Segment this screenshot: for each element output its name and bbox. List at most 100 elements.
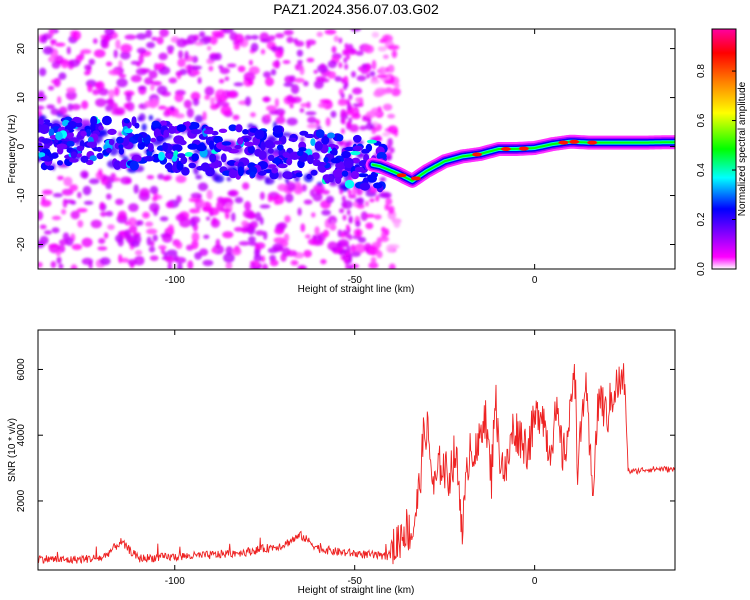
spectrogram-cell: [188, 121, 199, 131]
spectrogram-cell: [367, 174, 378, 183]
spectrogram-x-tick-label: -50: [347, 275, 362, 286]
spectrogram-cell: [215, 89, 227, 99]
spectrogram-cell: [210, 97, 215, 106]
spectrogram-cell: [40, 156, 51, 162]
spectrogram-cell: [38, 142, 43, 152]
snr-x-tick-label: -100: [165, 576, 185, 587]
spectrogram-cell: [387, 137, 393, 148]
spectrogram-cell: [242, 129, 249, 135]
spectrogram-cell: [151, 36, 158, 41]
spectrogram-cell: [153, 128, 161, 138]
spectrogram-cell: [146, 175, 155, 180]
spectrogram-cell: [94, 81, 102, 89]
spectrogram-cell: [74, 117, 83, 124]
spectrogram-cell: [174, 92, 184, 103]
spectrogram-y-tick-label: -10: [16, 188, 27, 203]
spectrogram-cell: [234, 196, 244, 204]
spectrogram-cell: [184, 152, 194, 157]
spectrogram-cell: [190, 216, 201, 224]
spectrogram-cell: [385, 244, 395, 253]
spectrogram-cell: [118, 254, 123, 264]
spectrogram-cell: [218, 78, 225, 84]
spectrogram-cell: [146, 150, 153, 157]
spectrogram-cell: [187, 260, 194, 269]
spectrogram-cell: [350, 251, 361, 257]
spectrogram-cell: [290, 84, 300, 95]
spectrogram-y-ticks: -20 -10 0 10 20: [16, 43, 675, 252]
spectrogram-cell: [117, 210, 127, 221]
spectrogram-cell: [297, 150, 303, 157]
spectrogram-cell: [277, 163, 288, 169]
spectrogram-cell: [365, 222, 374, 230]
spectrogram-cell: [234, 144, 242, 150]
spectrogram-cell: [299, 130, 309, 136]
spectrogram-cell: [219, 67, 230, 75]
spectrogram-cell: [306, 57, 315, 63]
spectrogram-cell: [129, 160, 139, 171]
spectrogram-cell: [111, 109, 124, 116]
spectrogram-cell: [162, 142, 168, 152]
spectrogram-cell: [283, 82, 294, 87]
spectrogram-cell: [341, 77, 345, 84]
spectrogram-cell: [88, 178, 100, 185]
spectrogram-cell: [343, 141, 348, 147]
spectrogram-cell: [192, 98, 200, 106]
spectrogram-cell: [333, 35, 339, 42]
spectrogram-cell: [284, 193, 294, 203]
spectrogram-y-tick-label: 10: [16, 92, 27, 104]
spectrogram-cell: [43, 230, 52, 235]
spectrogram-cell: [137, 136, 143, 144]
spectrogram-cell: [260, 141, 266, 151]
spectrogram-cell: [360, 68, 368, 75]
spectrogram-cell: [284, 75, 294, 84]
spectrogram-cell: [356, 203, 365, 209]
colorbar-label: Normalized spectral amplitude: [737, 81, 748, 216]
spectrogram-cell: [355, 50, 364, 56]
spectrogram-cell: [77, 220, 84, 228]
spectrogram-cell: [250, 42, 259, 52]
spectrogram-cell: [118, 144, 124, 150]
spectrogram-cell: [136, 47, 147, 54]
spectrogram-cell: [387, 125, 398, 135]
spectrogram-cell: [81, 257, 94, 265]
spectrogram-cell: [314, 141, 323, 151]
spectrogram-cell: [166, 45, 175, 52]
spectrogram-cell: [284, 215, 291, 223]
spectrogram-cell: [205, 167, 215, 177]
spectrogram-cell: [72, 30, 81, 41]
spectrogram-cell: [257, 170, 267, 176]
spectrogram-cell: [393, 220, 401, 228]
snr-y-tick-label: 2000: [16, 489, 27, 512]
spectrogram-cell: [186, 34, 197, 45]
spectrogram-cell: [361, 148, 370, 154]
spectrogram-cell: [250, 34, 259, 40]
spectrogram-cell: [190, 129, 202, 135]
spectrogram-peak: [410, 176, 421, 181]
spectrogram-cell: [66, 140, 75, 147]
spectrogram-cell: [176, 38, 188, 48]
spectrogram-cell: [179, 140, 187, 146]
spectrogram-cell: [388, 205, 395, 215]
spectrogram-cell: [369, 71, 376, 77]
spectrogram-cell: [331, 221, 336, 230]
spectrogram-cell: [168, 77, 178, 84]
spectrogram-cell: [327, 71, 337, 79]
spectrogram-cell: [306, 42, 311, 49]
spectrogram-cell: [267, 195, 274, 202]
spectrogram-cell: [366, 73, 371, 79]
spectrogram-cell: [387, 64, 395, 73]
spectrogram-cell: [202, 111, 207, 121]
spectrogram-cell: [165, 255, 176, 263]
spectrogram-cell: [76, 133, 83, 140]
spectrogram-cell: [285, 181, 296, 192]
colorbar-tick-label: 0.0: [696, 262, 707, 276]
spectrogram-cell: [57, 160, 63, 166]
spectrogram-cell: [359, 182, 371, 191]
spectrogram-cell: [88, 58, 95, 66]
spectrogram-cell: [277, 222, 288, 230]
spectrogram-cell: [283, 29, 294, 36]
spectrogram-cell: [158, 245, 167, 250]
spectrogram-cell: [332, 168, 343, 178]
spectrogram-cell: [234, 33, 245, 44]
